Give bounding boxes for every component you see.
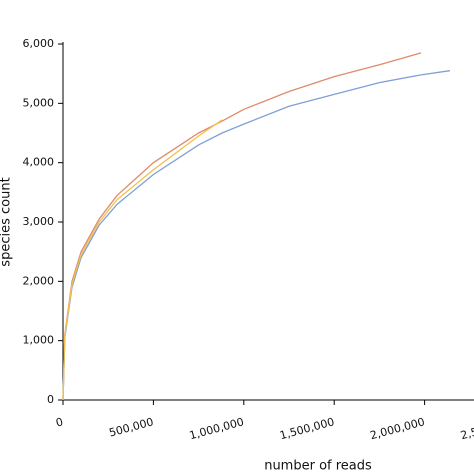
- y-tick-label: 4,000: [23, 156, 55, 169]
- line-series: [62, 119, 223, 401]
- y-axis-label: species count: [0, 177, 14, 266]
- x-tick-label: 2,000,000: [369, 415, 426, 442]
- y-tick-label: 2,000: [23, 274, 55, 287]
- y-tick-label: 3,000: [23, 215, 55, 228]
- y-tick-label: 5,000: [23, 96, 55, 109]
- y-tick-label: 1,000: [23, 334, 55, 347]
- x-tick-label: 1,500,000: [278, 415, 335, 442]
- y-tick-label: 0: [47, 393, 54, 406]
- line-series: [62, 70, 450, 401]
- x-tick-label: 500,000: [108, 415, 155, 439]
- x-axis-label: number of reads: [264, 459, 372, 474]
- x-tick-label: 1,000,000: [188, 415, 245, 442]
- line-series: [62, 52, 422, 401]
- x-tick-label: 0: [54, 415, 64, 429]
- y-tick-label: 6,000: [23, 37, 55, 50]
- x-tick-label: 2,500,000: [459, 415, 474, 442]
